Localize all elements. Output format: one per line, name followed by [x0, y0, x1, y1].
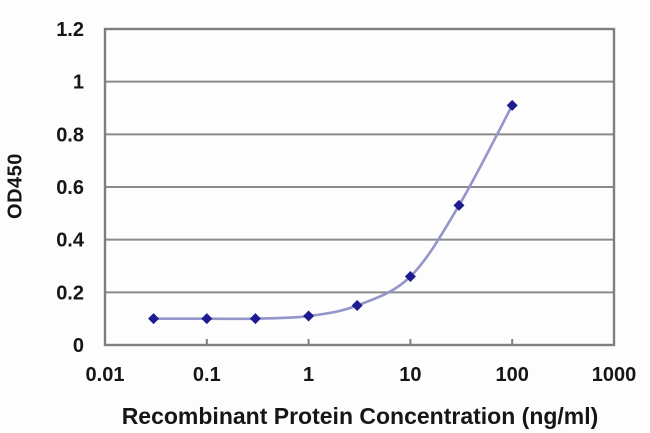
data-point-marker	[249, 313, 261, 325]
y-tick-label: 0.6	[56, 177, 84, 199]
x-tick-label: 0.01	[86, 364, 125, 386]
y-tick-label: 0.2	[56, 282, 84, 304]
x-tick-label: 100	[496, 364, 529, 386]
data-point-marker	[303, 310, 315, 322]
data-point-marker	[351, 300, 363, 311]
y-tick-label: 0	[73, 335, 84, 357]
x-tick-label: 10	[399, 364, 421, 386]
x-tick-label: 0.1	[193, 364, 221, 386]
y-tick-label: 0.4	[56, 230, 85, 252]
y-axis-title: OD450	[4, 153, 27, 219]
x-tick-label: 1	[303, 364, 314, 386]
y-tick-label: 1.2	[56, 19, 84, 41]
series-line	[153, 104, 514, 321]
data-point-marker	[404, 271, 416, 283]
data-point-marker	[506, 99, 518, 111]
y-tick-label: 1	[73, 72, 84, 94]
data-point-marker	[453, 199, 465, 211]
x-tick-label: 1000	[592, 364, 637, 386]
y-tick-label: 0.8	[56, 124, 84, 146]
plot-border	[103, 27, 616, 347]
data-point-marker	[148, 313, 160, 325]
x-axis-title: Recombinant Protein Concentration (ng/ml…	[121, 403, 599, 429]
data-point-marker	[201, 313, 213, 325]
